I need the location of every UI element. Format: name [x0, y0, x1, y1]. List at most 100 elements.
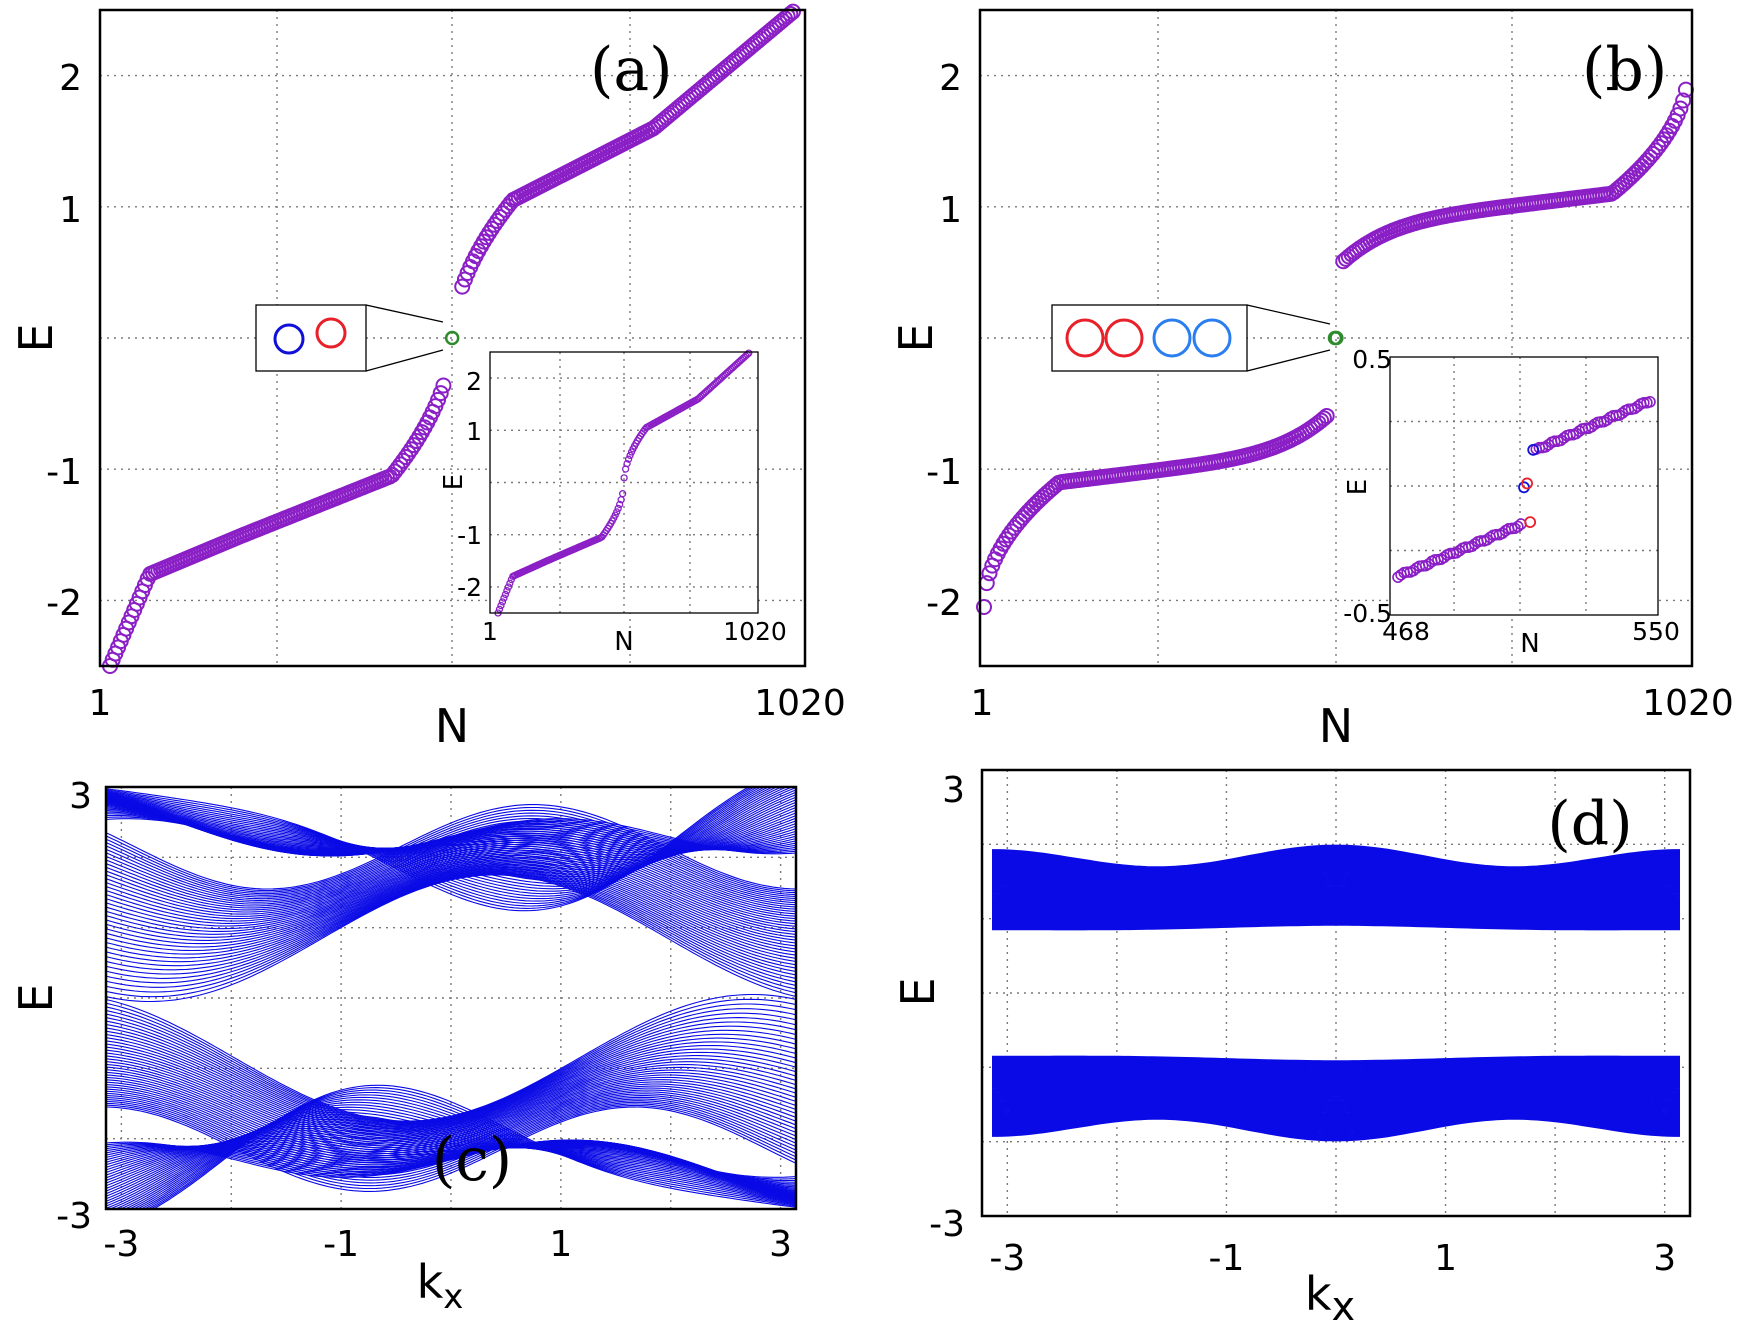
band-line	[106, 859, 796, 950]
band-line	[991, 1114, 1681, 1138]
band-line	[106, 853, 796, 938]
band-line	[992, 1101, 1680, 1122]
band-line	[991, 891, 1681, 905]
band-line	[106, 1061, 796, 1145]
band-line	[992, 856, 1680, 878]
band-line	[106, 1030, 796, 1130]
panel-c-xlabel: kx	[417, 1255, 464, 1317]
panel-b-inset-xtick: 468	[1382, 617, 1430, 646]
band-line	[108, 1111, 796, 1209]
data-point	[981, 565, 998, 582]
band-line	[106, 868, 796, 973]
band-line	[992, 911, 1680, 921]
panel-b-xtick: 1	[971, 683, 994, 724]
panel-b: (b) 2 1 -1 -2 1 1020 N E 0.5 -0.5 468 55…	[889, 8, 1734, 753]
panel-a-inset-ylabel: E	[439, 474, 469, 490]
band-line	[106, 862, 796, 956]
band-line	[143, 1091, 796, 1209]
band-line	[992, 876, 1680, 894]
band-line	[132, 1099, 796, 1209]
band-line	[992, 872, 1680, 891]
band-line	[991, 870, 1681, 889]
band-line	[992, 1108, 1680, 1130]
panel-b-inset-grid	[1390, 357, 1658, 615]
band-line	[992, 915, 1680, 924]
panel-d-xtick: 1	[1434, 1238, 1457, 1279]
data-point	[1020, 503, 1037, 520]
band-line	[992, 1065, 1680, 1075]
band-line	[106, 823, 796, 904]
panel-d-bands	[991, 844, 1681, 1142]
band-line	[992, 895, 1680, 908]
data-point	[403, 441, 420, 458]
band-line	[991, 850, 1681, 874]
panel-b-inset-ytick: 0.5	[1352, 345, 1392, 374]
band-line	[992, 1100, 1680, 1120]
panel-a-ylabel: E	[9, 323, 63, 352]
band-line	[992, 862, 1680, 883]
band-line	[106, 1086, 796, 1166]
panel-c-xtick: 3	[769, 1224, 792, 1265]
inset-data-point	[618, 490, 627, 498]
panel-d-xtick: 3	[1653, 1238, 1676, 1279]
panel-a-inset-grid	[490, 352, 758, 613]
data-point	[435, 377, 452, 394]
band-line	[992, 1092, 1680, 1110]
panel-b-legend-box	[1051, 304, 1331, 372]
inset-data-point	[614, 504, 622, 513]
data-point	[784, 3, 801, 20]
band-line	[106, 828, 796, 908]
band-line	[106, 1023, 796, 1128]
band-line	[992, 1062, 1680, 1071]
panel-b-inset-xlabel: N	[1520, 629, 1539, 659]
band-line	[992, 1070, 1680, 1081]
band-line	[992, 1067, 1680, 1077]
data-point	[1630, 161, 1647, 178]
panel-b-frame	[978, 8, 1694, 668]
band-line	[992, 1117, 1680, 1142]
band-line	[152, 1084, 796, 1209]
band-line	[106, 820, 796, 901]
panel-c-band-lines	[106, 787, 796, 1209]
panel-b-xtick: 1020	[1642, 683, 1734, 724]
legend-marker	[273, 323, 305, 355]
inset-zero-mode-point	[1521, 477, 1533, 490]
panel-b-ytick: 2	[939, 58, 962, 99]
band-line	[106, 1100, 796, 1184]
band-line	[992, 1068, 1680, 1079]
band-line	[992, 899, 1680, 912]
band-line	[992, 874, 1680, 893]
band-line	[106, 843, 796, 925]
inset-data-point	[623, 459, 631, 468]
panel-a-ytick: 1	[59, 190, 82, 231]
panel-a-label: (a)	[590, 35, 673, 105]
data-point	[1625, 166, 1642, 183]
band-line	[106, 787, 794, 885]
panel-b-label: (b)	[1582, 35, 1667, 105]
band-line	[992, 852, 1680, 875]
band-line	[106, 1081, 796, 1161]
band-line	[991, 1073, 1681, 1085]
band-line	[106, 1099, 796, 1181]
panel-a-inset-xtick: 1020	[723, 617, 787, 646]
inset-data-point	[1644, 396, 1656, 408]
band-line	[991, 858, 1681, 880]
band-line	[991, 1082, 1681, 1097]
band-line	[106, 787, 796, 882]
band-line	[106, 1118, 796, 1205]
band-line	[106, 872, 796, 988]
panel-a-inset-ytick: -2	[457, 573, 482, 602]
inset-data-point	[503, 587, 511, 595]
panel-c-frame	[104, 785, 798, 1211]
band-line	[992, 1095, 1680, 1114]
band-line	[992, 919, 1680, 927]
band-line	[106, 789, 796, 880]
zero-mode-point	[444, 330, 460, 346]
band-line	[139, 1094, 796, 1209]
band-line	[106, 866, 796, 966]
band-line	[106, 1008, 796, 1124]
panel-a-xlabel: N	[435, 699, 469, 753]
band-line	[992, 1064, 1680, 1073]
data-point	[454, 278, 471, 295]
